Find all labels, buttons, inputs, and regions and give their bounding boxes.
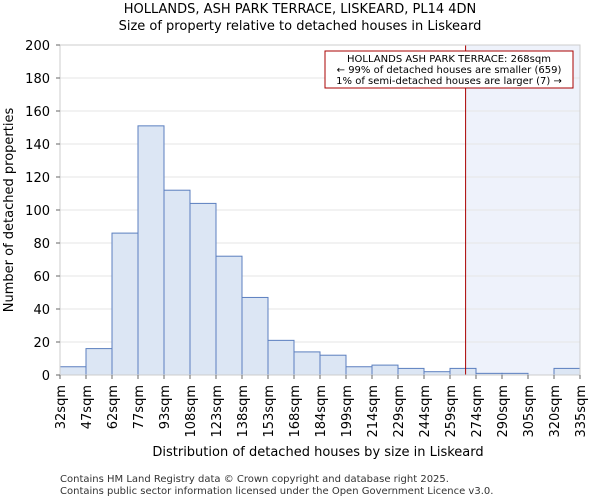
y-tick-label: 0 bbox=[42, 369, 50, 384]
annotation-frame bbox=[324, 50, 574, 89]
histogram-bar bbox=[59, 366, 87, 376]
chart-subtitle: Size of property relative to detached ho… bbox=[119, 19, 482, 34]
histogram-bar bbox=[215, 255, 243, 376]
x-tick-label: 290sqm bbox=[496, 385, 511, 438]
y-tick-label: 200 bbox=[25, 39, 50, 54]
x-tick-label: 108sqm bbox=[184, 385, 199, 438]
histogram-bar bbox=[345, 366, 373, 376]
x-tick-label: 123sqm bbox=[210, 385, 225, 438]
annotation-line-3: 1% of semi-detached houses are larger (7… bbox=[336, 76, 562, 87]
x-tick-label: 47sqm bbox=[80, 385, 95, 429]
histogram-bar bbox=[397, 367, 425, 376]
x-tick-label: 320sqm bbox=[548, 385, 563, 438]
histogram-bar bbox=[137, 125, 165, 376]
y-tick-label: 20 bbox=[33, 336, 50, 351]
histogram-bar bbox=[267, 339, 295, 376]
x-tick-label: 244sqm bbox=[418, 385, 433, 438]
x-tick-label: 199sqm bbox=[340, 385, 355, 438]
histogram-bar bbox=[163, 189, 191, 376]
x-tick-label: 153sqm bbox=[262, 385, 277, 438]
x-tick-label: 305sqm bbox=[522, 385, 537, 438]
y-tick-label: 140 bbox=[25, 138, 50, 153]
y-axis-label: Number of detached properties bbox=[2, 108, 17, 313]
annotation-box: HOLLANDS ASH PARK TERRACE: 268sqm ← 99% … bbox=[324, 50, 574, 89]
x-tick-label: 335sqm bbox=[574, 385, 589, 438]
x-tick-label: 229sqm bbox=[392, 385, 407, 438]
histogram-bar bbox=[319, 354, 347, 376]
chart-title: HOLLANDS, ASH PARK TERRACE, LISKEARD, PL… bbox=[124, 2, 477, 17]
x-tick-label: 274sqm bbox=[470, 385, 485, 438]
x-axis-label: Distribution of detached houses by size … bbox=[152, 445, 483, 460]
y-tick-label: 40 bbox=[33, 303, 50, 318]
x-tick-label: 77sqm bbox=[132, 385, 147, 429]
y-tick-label: 120 bbox=[25, 171, 50, 186]
y-tick-label: 180 bbox=[25, 72, 50, 87]
x-tick-label: 184sqm bbox=[314, 385, 329, 438]
histogram-bar bbox=[371, 364, 399, 376]
footer-line-1: Contains HM Land Registry data © Crown c… bbox=[60, 474, 449, 485]
x-tick-label: 62sqm bbox=[106, 385, 121, 429]
x-tick-label: 93sqm bbox=[158, 385, 173, 429]
x-tick-label: 138sqm bbox=[236, 385, 251, 438]
histogram-bar bbox=[111, 232, 139, 376]
histogram-bar bbox=[553, 367, 581, 376]
histogram-bar bbox=[293, 351, 321, 376]
annotation-line-1: HOLLANDS ASH PARK TERRACE: 268sqm bbox=[347, 54, 551, 65]
annotation-line-2: ← 99% of detached houses are smaller (65… bbox=[337, 65, 562, 76]
histogram-bar bbox=[241, 296, 269, 376]
x-tick-label: 214sqm bbox=[366, 385, 381, 438]
histogram-bar bbox=[189, 202, 217, 376]
y-tick-label: 160 bbox=[25, 105, 50, 120]
x-tick-label: 168sqm bbox=[288, 385, 303, 438]
footer-line-2: Contains public sector information licen… bbox=[60, 486, 493, 497]
histogram-bar bbox=[85, 348, 113, 376]
y-tick-label: 100 bbox=[25, 204, 50, 219]
x-tick-label: 259sqm bbox=[444, 385, 459, 438]
x-tick-label: 32sqm bbox=[54, 385, 69, 429]
y-tick-label: 60 bbox=[33, 270, 50, 285]
y-tick-label: 80 bbox=[33, 237, 50, 252]
histogram-bar bbox=[449, 367, 477, 376]
